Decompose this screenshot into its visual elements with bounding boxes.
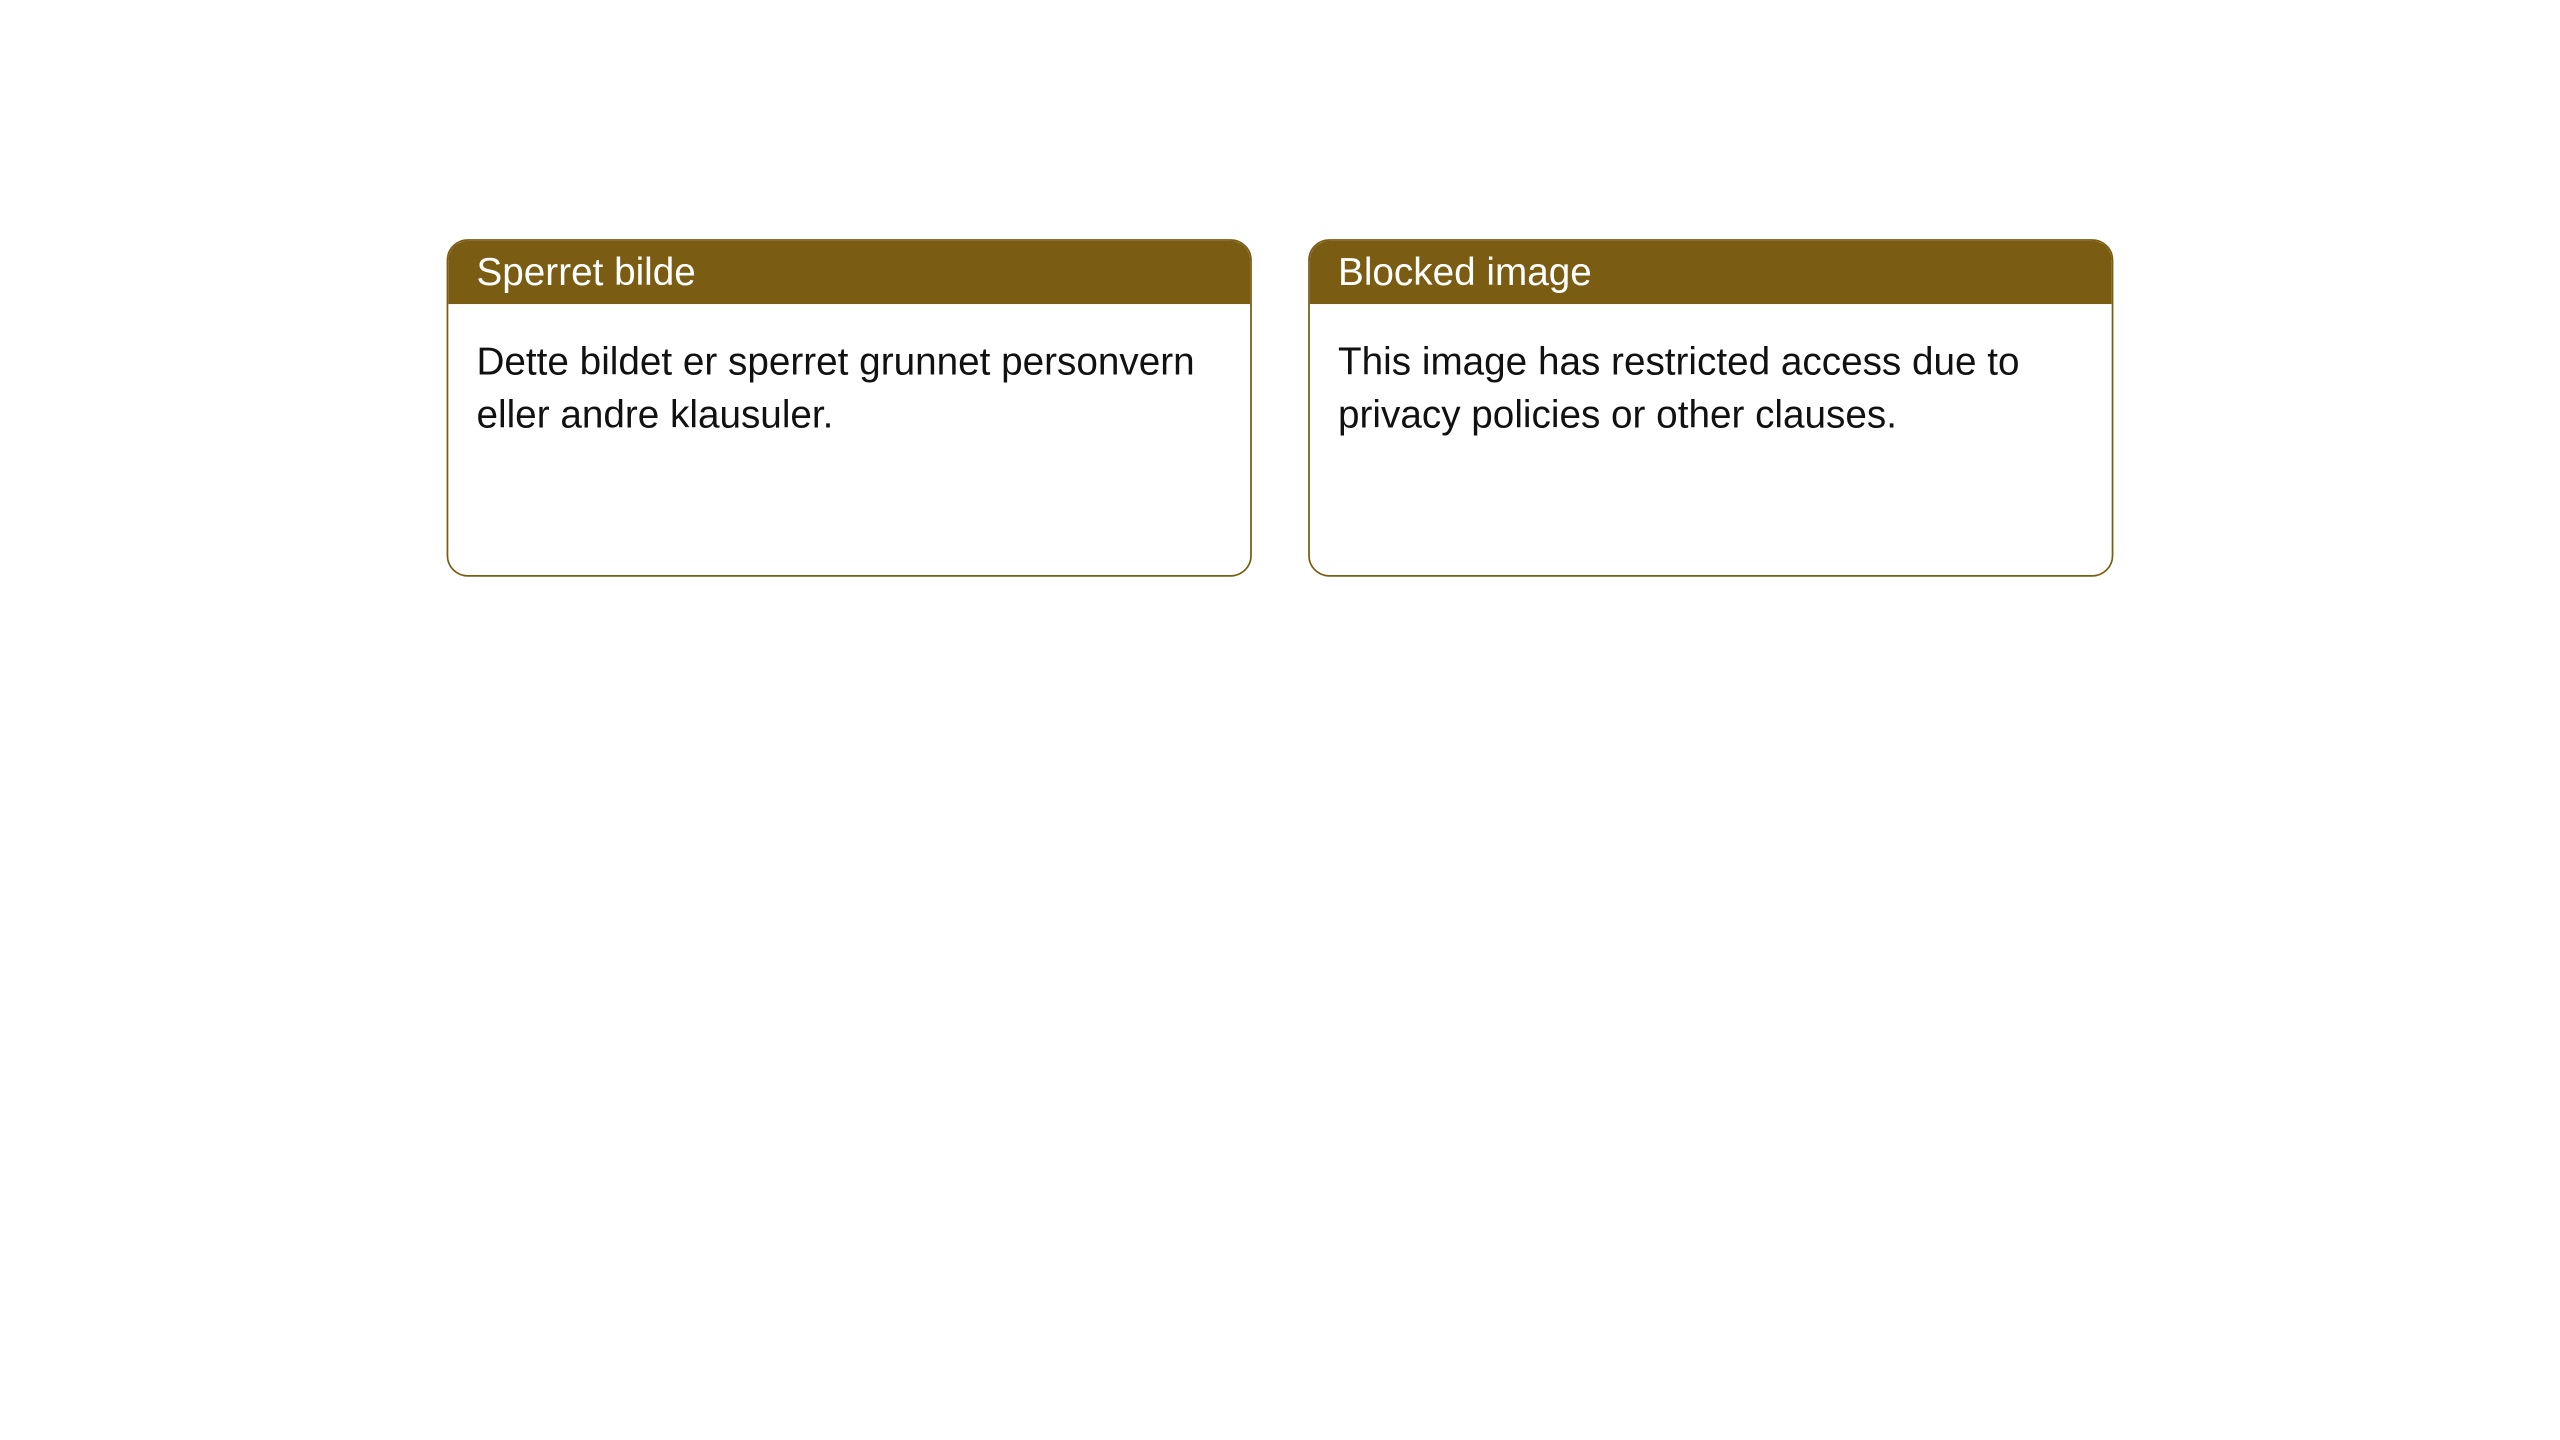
- blocked-image-card-norwegian: Sperret bilde Dette bildet er sperret gr…: [447, 239, 1252, 577]
- notice-cards-row: Sperret bilde Dette bildet er sperret gr…: [447, 239, 2114, 577]
- page-stage: Sperret bilde Dette bildet er sperret gr…: [0, 0, 2560, 1435]
- card-header-english: Blocked image: [1310, 241, 2112, 304]
- card-body-norwegian: Dette bildet er sperret grunnet personve…: [448, 304, 1250, 575]
- card-body-english: This image has restricted access due to …: [1310, 304, 2112, 575]
- card-header-norwegian: Sperret bilde: [448, 241, 1250, 304]
- blocked-image-card-english: Blocked image This image has restricted …: [1308, 239, 2113, 577]
